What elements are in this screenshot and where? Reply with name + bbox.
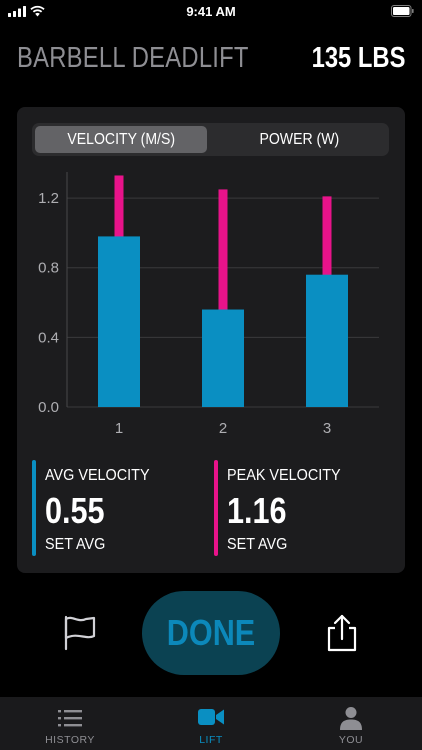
share-icon <box>327 614 357 652</box>
weight-label[interactable]: 135 LBS <box>311 42 405 74</box>
peak-velocity-indicator <box>214 460 218 556</box>
avg-velocity-stat: AVG VELOCITY 0.55 SET AVG <box>32 460 202 556</box>
tab-you[interactable]: YOU <box>301 697 401 750</box>
metric-segmented-control: VELOCITY (M/S) POWER (W) <box>32 123 389 156</box>
flag-icon <box>64 615 96 651</box>
peak-velocity-value: 1.16 <box>227 490 287 531</box>
avg-velocity-bar <box>306 274 348 407</box>
y-tick-label: 0.8 <box>38 260 59 277</box>
segment-power[interactable]: POWER (W) <box>259 131 340 148</box>
avg-velocity-label: AVG VELOCITY <box>45 467 150 484</box>
peak-velocity-bar <box>218 189 228 407</box>
y-tick-label: 1.2 <box>38 190 59 207</box>
x-tick-label: 3 <box>323 420 331 437</box>
wifi-icon <box>30 5 45 17</box>
flag-button[interactable] <box>60 613 100 653</box>
velocity-bar-chart: 0.0 0.4 0.8 1.2 1 2 3 <box>38 172 379 437</box>
exercise-title: BARBELL DEADLIFT <box>17 42 249 74</box>
status-time: 9:41 AM <box>186 4 236 19</box>
cellular-signal-icon <box>8 6 26 17</box>
lift-card: VELOCITY (M/S) POWER (W) 0.0 0.4 0.8 1.2 1 2 3… <box>17 107 405 573</box>
done-button[interactable]: DONE <box>142 591 280 675</box>
tab-you-label: YOU <box>338 734 364 746</box>
tab-bar: HISTORY LIFT YOU <box>0 697 422 750</box>
video-camera-icon <box>198 709 224 725</box>
tab-history[interactable]: HISTORY <box>20 697 120 750</box>
peak-velocity-sub: SET AVG <box>227 536 288 553</box>
x-tick-label: 2 <box>219 420 227 437</box>
x-tick-label: 1 <box>115 420 123 437</box>
avg-velocity-indicator <box>32 460 36 556</box>
y-tick-label: 0.0 <box>38 399 59 416</box>
tab-lift-label: LIFT <box>199 734 223 746</box>
avg-velocity-bar <box>98 236 140 407</box>
peak-velocity-label: PEAK VELOCITY <box>227 467 341 484</box>
status-bar: 9:41 AM <box>0 0 422 24</box>
tab-history-label: HISTORY <box>45 734 95 746</box>
y-tick-label: 0.4 <box>38 329 59 346</box>
avg-velocity-value: 0.55 <box>45 490 105 531</box>
list-icon <box>58 710 82 727</box>
battery-icon <box>391 5 414 17</box>
peak-velocity-stat: PEAK VELOCITY 1.16 SET AVG <box>214 460 394 556</box>
segment-velocity[interactable]: VELOCITY (M/S) <box>35 126 207 153</box>
done-label: DONE <box>166 612 256 653</box>
tab-lift[interactable]: LIFT <box>161 697 261 750</box>
share-button[interactable] <box>322 612 362 654</box>
avg-velocity-sub: SET AVG <box>45 536 106 553</box>
person-icon <box>340 707 362 730</box>
avg-velocity-bar <box>202 309 244 407</box>
